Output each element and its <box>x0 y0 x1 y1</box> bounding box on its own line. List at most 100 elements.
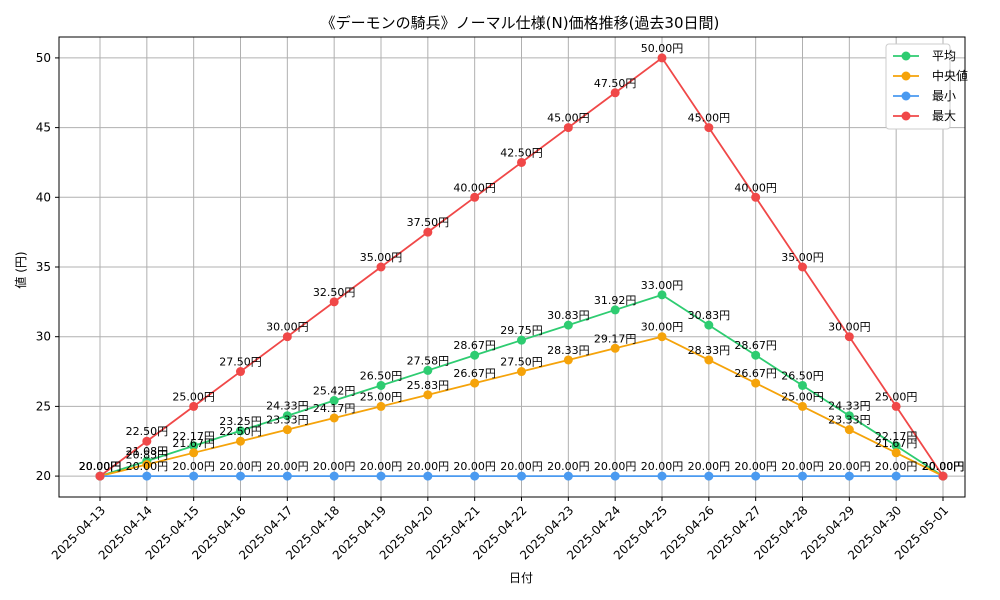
data-point <box>236 367 245 377</box>
data-point <box>423 365 433 375</box>
data-label: 37.50円 <box>407 216 450 229</box>
data-point <box>329 413 339 423</box>
data-point <box>517 471 526 481</box>
data-label: 20.00円 <box>266 460 309 473</box>
data-point <box>282 425 292 435</box>
data-point <box>844 332 854 342</box>
data-point <box>189 401 199 411</box>
data-label: 20.00円 <box>688 460 731 473</box>
x-axis-label: 日付 <box>509 571 533 585</box>
data-point <box>423 227 433 237</box>
data-label: 30.83円 <box>688 309 731 322</box>
data-point <box>189 441 199 451</box>
data-label: 25.00円 <box>172 390 215 403</box>
data-point <box>376 262 386 272</box>
data-label: 20.00円 <box>734 460 777 473</box>
data-point <box>236 436 245 446</box>
data-label: 20.00円 <box>126 460 169 473</box>
data-point <box>844 411 854 421</box>
data-point <box>704 471 714 481</box>
series-2 <box>95 332 948 481</box>
y-tick-label: 40 <box>36 190 51 204</box>
data-label: 40.00円 <box>734 181 777 194</box>
data-point <box>517 157 526 167</box>
data-label: 26.67円 <box>734 367 777 380</box>
grid-lines <box>59 37 965 497</box>
data-label: 25.00円 <box>781 390 824 403</box>
legend-item-1: 平均 <box>893 49 956 63</box>
data-point <box>236 426 245 436</box>
data-label: 28.67円 <box>453 339 496 352</box>
y-tick-label: 45 <box>36 121 51 135</box>
data-label: 20.00円 <box>922 460 965 473</box>
data-label: 27.50円 <box>500 356 543 369</box>
y-axis-label: 値 (円) <box>13 251 28 288</box>
data-point <box>376 401 386 411</box>
data-label: 20.00円 <box>219 460 262 473</box>
data-label: 21.08円 <box>126 445 169 458</box>
data-label: 20.00円 <box>594 460 637 473</box>
data-point <box>282 411 292 421</box>
data-label: 29.75円 <box>500 324 543 337</box>
data-point <box>704 320 714 330</box>
data-label: 20.00円 <box>407 460 450 473</box>
data-point <box>329 471 339 481</box>
data-point <box>798 471 807 481</box>
data-point <box>142 436 152 446</box>
data-label: 24.33円 <box>828 400 871 413</box>
data-point <box>329 297 339 307</box>
data-label: 25.83円 <box>407 379 450 392</box>
data-point <box>189 471 199 481</box>
series-layer <box>95 53 948 481</box>
data-point <box>704 123 714 133</box>
data-labels: 20.00円21.08円22.17円23.25円24.33円25.42円26.5… <box>79 42 965 473</box>
legend-box <box>885 43 951 130</box>
legend-marker <box>901 91 911 101</box>
data-label: 45.00円 <box>688 112 731 125</box>
data-point <box>610 471 620 481</box>
data-point <box>236 471 245 481</box>
data-label: 33.00円 <box>641 279 684 292</box>
data-label: 24.17円 <box>313 402 356 415</box>
data-point <box>798 401 807 411</box>
data-label: 20.00円 <box>79 460 122 473</box>
data-label: 25.00円 <box>875 390 918 403</box>
data-point <box>470 378 480 388</box>
data-point <box>517 367 526 377</box>
data-label: 26.67円 <box>453 367 496 380</box>
data-label: 26.50円 <box>781 369 824 382</box>
data-label: 28.33円 <box>547 344 590 357</box>
legend-label: 最大 <box>932 109 956 123</box>
data-point <box>563 320 573 330</box>
data-point <box>657 471 667 481</box>
data-label: 20.00円 <box>828 460 871 473</box>
data-label: 20.00円 <box>360 460 403 473</box>
data-label: 30.00円 <box>828 321 871 334</box>
data-point <box>610 88 620 98</box>
data-label: 35.00円 <box>360 251 403 264</box>
data-point <box>891 401 901 411</box>
data-label: 28.33円 <box>688 344 731 357</box>
data-label: 20.00円 <box>922 460 965 473</box>
data-point <box>142 471 152 481</box>
y-tick-label: 30 <box>36 330 51 344</box>
data-label: 20.00円 <box>500 460 543 473</box>
data-point <box>704 355 714 365</box>
data-label: 22.17円 <box>172 430 215 443</box>
data-label: 27.50円 <box>219 356 262 369</box>
data-point <box>142 460 152 470</box>
data-point <box>563 471 573 481</box>
data-label: 20.00円 <box>453 460 496 473</box>
data-label: 22.50円 <box>219 425 262 438</box>
data-point <box>891 441 901 451</box>
legend-item-3: 最小 <box>893 89 956 103</box>
data-point <box>282 471 292 481</box>
data-label: 23.33円 <box>828 414 871 427</box>
data-label: 30.00円 <box>641 321 684 334</box>
data-label: 20.00円 <box>79 460 122 473</box>
data-point <box>329 396 339 406</box>
data-label: 21.67円 <box>172 437 215 450</box>
y-axis: 20 25 30 35 40 45 50 <box>36 51 59 483</box>
data-label: 24.33円 <box>266 400 309 413</box>
